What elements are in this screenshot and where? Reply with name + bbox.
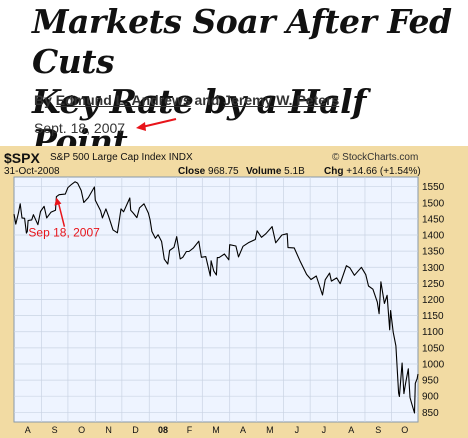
y-tick-label: 1500 <box>422 198 445 209</box>
chg-label: Chg <box>324 166 344 177</box>
byline-connector: and <box>194 92 220 108</box>
chart-plot: Sep 18, 2007 850 900 950 1000 1050 1100 1150 12… <box>13 176 445 435</box>
x-tick-label: O <box>401 425 408 435</box>
y-tick-label: 1450 <box>422 214 445 225</box>
y-tick-label: 1400 <box>422 231 445 242</box>
stock-chart: $SPX S&P 500 Large Cap Index INDX © Stoc… <box>0 146 468 438</box>
x-tick-label: F <box>187 425 193 435</box>
volume-label: Volume <box>246 166 282 177</box>
chart-symbol: $SPX <box>4 150 40 166</box>
y-tick-label: 1000 <box>422 359 445 370</box>
chart-volume: Volume 5.1B <box>246 166 305 177</box>
y-tick-label: 1100 <box>422 327 444 338</box>
price-series <box>13 181 419 414</box>
x-tick-label: A <box>240 425 246 435</box>
dateline: Sept. 18, 2007 <box>34 120 126 136</box>
headline: Markets Soar After Fed Cuts Key Rate by … <box>32 2 462 162</box>
y-tick-label: 950 <box>422 376 439 387</box>
y-tick-label: 1250 <box>422 279 445 290</box>
headline-line-2: Key Rate by a Half Point <box>32 82 366 161</box>
headline-line-1: Markets Soar After Fed Cuts <box>32 2 452 81</box>
x-tick-label: J <box>295 425 300 435</box>
y-axis-ticks: 850 900 950 1000 1050 1100 1150 1200 1250 1300 135… <box>422 182 445 419</box>
chart-index-name: S&P 500 Large Cap Index INDX <box>50 152 193 163</box>
chart-close: Close 968.75 <box>178 166 239 177</box>
x-tick-label: S <box>375 425 381 435</box>
y-tick-label: 1350 <box>422 247 445 258</box>
x-tick-label: M <box>212 425 220 435</box>
price-line <box>13 181 419 414</box>
x-tick-label: D <box>132 425 139 435</box>
y-tick-label: 1150 <box>422 311 444 322</box>
grid-lines <box>14 177 418 422</box>
x-tick-label: N <box>105 425 112 435</box>
chart-change: Chg +14.66 (+1.54%) <box>324 166 421 177</box>
chart-watermark: © StockCharts.com <box>332 152 419 163</box>
chart-index-title: S&P 500 Large Cap Index <box>50 152 167 163</box>
x-axis-ticks: A S O N D 08 F M A M J J A S O <box>25 425 409 435</box>
annotation-arrowhead <box>54 197 62 206</box>
chg-value: +14.66 (+1.54%) <box>346 166 421 177</box>
annotation: Sep 18, 2007 <box>28 197 100 240</box>
x-tick-label: 08 <box>158 425 168 435</box>
y-tick-label: 1050 <box>422 343 445 354</box>
author-link-2[interactable]: Jeremy W. Peters <box>223 92 340 108</box>
date-arrow-icon <box>136 118 177 131</box>
x-tick-label: S <box>52 425 58 435</box>
annotation-label: Sep 18, 2007 <box>28 226 100 240</box>
byline: By Edmund L. Andrews and Jeremy W. Peter… <box>34 92 339 108</box>
x-tick-label: A <box>25 425 31 435</box>
y-tick-label: 1200 <box>422 295 445 306</box>
x-tick-label: M <box>266 425 274 435</box>
byline-prefix: By <box>34 92 52 108</box>
x-tick-label: A <box>348 425 354 435</box>
y-tick-label: 1300 <box>422 263 445 274</box>
y-tick-label: 850 <box>422 408 439 419</box>
x-tick-label: J <box>322 425 327 435</box>
y-tick-label: 900 <box>422 392 439 403</box>
y-tick-label: 1550 <box>422 182 445 193</box>
close-value: 968.75 <box>208 166 239 177</box>
annotation-arrow <box>57 202 66 227</box>
close-label: Close <box>178 166 206 177</box>
volume-value: 5.1B <box>284 166 305 177</box>
chart-exchange: INDX <box>168 152 193 163</box>
author-link-1[interactable]: Edmund L. Andrews <box>55 92 191 108</box>
x-tick-label: O <box>78 425 85 435</box>
chart-date: 31-Oct-2008 <box>4 166 60 177</box>
